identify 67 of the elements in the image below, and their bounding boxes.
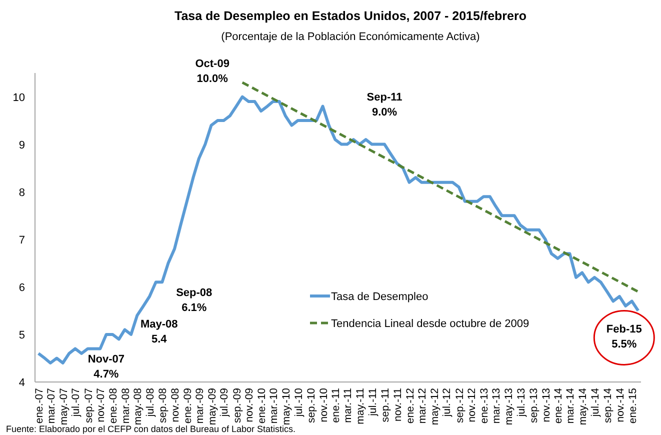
x-tick-label: jul.-14	[589, 388, 602, 418]
x-tick-label: sep.-10	[305, 388, 318, 424]
x-tick-label: nov.-08	[170, 388, 182, 422]
x-tick-label: ene.-13	[478, 388, 491, 424]
x-tick-label: ene.-07	[33, 388, 46, 424]
x-tick-label: ene.-12	[404, 388, 416, 424]
x-tick-label: jul.-09	[218, 388, 231, 418]
x-tick-label: jul.-07	[70, 388, 82, 418]
x-tick-label: sep.-09	[231, 388, 244, 424]
legend-label: Tasa de Desempleo	[331, 291, 428, 303]
x-tick-label: jul.-11	[366, 388, 379, 417]
x-tick-label: jul.-13	[515, 388, 528, 418]
x-tick-label: mar.-13	[490, 388, 503, 424]
y-tick-label: 5	[18, 329, 25, 342]
x-tick-label: ene.-08	[108, 388, 120, 424]
x-tick-label: jul.-10	[292, 388, 305, 418]
y-tick-label: 7	[18, 234, 25, 246]
y-tick-label: 4	[18, 377, 25, 389]
legend-label: Tendencia Lineal desde octubre de 2009	[331, 318, 530, 330]
x-tick-label: sep.-13	[528, 388, 540, 424]
x-tick-label: sep.-07	[82, 388, 95, 424]
x-tick-label: jul.-12	[441, 388, 454, 418]
x-tick-label: jul.-08	[144, 388, 157, 418]
annotation: Oct-09 10.0%	[195, 58, 230, 85]
x-tick-label: may.-12	[428, 388, 441, 426]
x-tick-label: may.-13	[502, 388, 515, 426]
x-tick-label: nov.-14	[614, 388, 626, 422]
source-note: Fuente: Elaborado por el CEFP con datos del Bureau of Labor Statistics.	[6, 424, 296, 434]
annotation: Nov-07 4.7%	[88, 354, 125, 381]
x-tick-label: ene.-10	[256, 388, 268, 424]
x-tick-label: ene.-15	[626, 388, 639, 424]
y-tick-label: 6	[18, 282, 25, 294]
x-tick-label: ene.-14	[552, 388, 565, 424]
y-tick-label: 8	[18, 186, 25, 199]
x-tick-label: nov.-09	[244, 388, 256, 422]
x-tick-label: mar.-11	[342, 388, 354, 423]
x-tick-label: nov.-10	[318, 388, 330, 422]
x-tick-label: mar.-08	[120, 388, 132, 424]
annotation: Sep-11 9.0%	[366, 91, 402, 118]
annotation: May-08 5.4	[140, 318, 178, 346]
chart-subtitle: (Porcentaje de la Población Económicamente Activa)	[221, 31, 480, 43]
x-tick-label: sep.-14	[602, 388, 614, 424]
x-tick-label: may.-07	[58, 388, 70, 426]
x-tick-label: nov.-13	[540, 388, 552, 422]
annotation: Sep-08 6.1%	[176, 287, 212, 314]
x-tick-label: mar.-10	[268, 388, 280, 424]
x-tick-label: sep.-11	[380, 388, 392, 422]
annotation: Feb-15 5.5%	[606, 324, 642, 351]
x-tick-label: may.-10	[280, 388, 292, 426]
x-tick-label: mar.-09	[194, 388, 206, 424]
x-tick-label: may.-11	[354, 388, 367, 424]
x-tick-label: nov.-07	[95, 388, 108, 422]
x-tick-label: sep.-12	[454, 388, 466, 424]
x-tick-label: mar.-14	[564, 388, 577, 424]
x-tick-label: may.-08	[132, 388, 144, 426]
x-tick-label: mar.-07	[45, 388, 58, 424]
x-tick-label: nov.-11	[392, 388, 404, 422]
y-tick-label: 10	[12, 92, 25, 104]
x-tick-label: mar.-12	[416, 388, 428, 424]
y-tick-label: 9	[18, 139, 25, 152]
x-tick-label: may.-09	[206, 388, 218, 426]
x-tick-label: may.-14	[577, 388, 590, 426]
chart-title: Tasa de Desempleo en Estados Unidos, 2007 - 2015/febrero	[174, 9, 527, 23]
x-tick-label: nov.-12	[466, 388, 478, 422]
x-tick-label: sep.-08	[157, 388, 170, 424]
x-tick-label: ene.-11	[330, 388, 342, 423]
x-tick-label: ene.-09	[182, 388, 194, 424]
